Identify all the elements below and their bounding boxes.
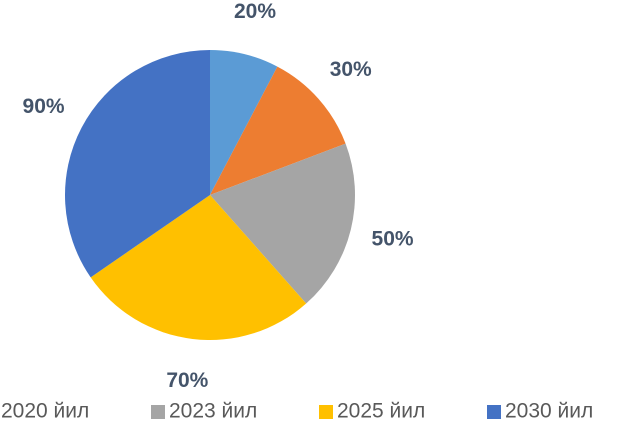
pie-slice <box>90 195 307 340</box>
pie-slice <box>210 50 278 195</box>
pie-slice <box>210 143 356 304</box>
data-label: 90% <box>23 95 65 118</box>
legend-swatch <box>319 405 333 419</box>
data-label: 20% <box>234 0 276 23</box>
pie-slice <box>210 66 346 195</box>
legend-label: 2025 йил <box>337 400 425 423</box>
pie-slice <box>65 50 210 278</box>
legend-label: 2020 йил <box>1 400 89 423</box>
legend-swatch <box>151 405 165 419</box>
legend-label: 2023 йил <box>169 400 257 423</box>
data-label: 70% <box>166 369 208 392</box>
data-label: 30% <box>330 58 372 81</box>
legend-swatch <box>487 405 501 419</box>
data-label: 50% <box>372 228 414 251</box>
legend-label: 2030 йил <box>505 400 593 423</box>
